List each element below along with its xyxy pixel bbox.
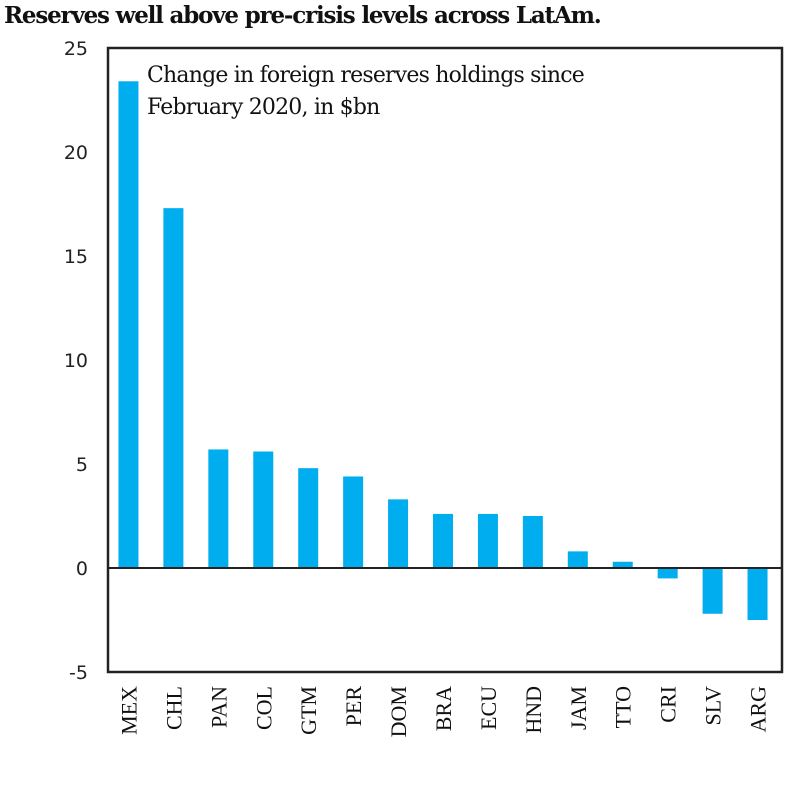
x-tick-label: PAN (206, 686, 231, 728)
x-tick-label: COL (251, 686, 276, 730)
bars (118, 81, 768, 620)
x-tick-label: HND (521, 686, 546, 734)
y-tick-label: 25 (64, 38, 88, 60)
annotation-line-1: Change in foreign reserves holdings sinc… (147, 63, 584, 88)
bar-bra (433, 513, 453, 568)
bar-tto (612, 561, 633, 568)
bar-cri (657, 568, 678, 579)
x-tick-label: CHL (161, 686, 186, 730)
y-axis-ticks: 25 20 15 10 5 0 -5 (64, 38, 88, 684)
bar-gtm (298, 468, 319, 568)
y-tick-label: 15 (64, 246, 88, 268)
x-tick-label: PER (341, 686, 366, 727)
x-tick-label: ARG (746, 686, 771, 733)
y-tick-label: 0 (76, 558, 88, 580)
bar-per (343, 476, 364, 568)
plot-frame (106, 46, 784, 674)
y-tick-label: 20 (64, 142, 88, 164)
bar-mex (118, 81, 139, 568)
x-tick-label: DOM (386, 686, 411, 737)
x-tick-label: SLV (701, 686, 726, 726)
bar-pan (208, 449, 229, 568)
bar-chl (163, 208, 184, 568)
bar-slv (702, 568, 723, 614)
bar-ecu (477, 513, 498, 568)
x-axis-labels: MEX CHL PAN COL GTM PER DOM BRA ECU HND JAM TTO CRI S… (116, 686, 770, 738)
bar-arg (747, 568, 768, 620)
bar-col (253, 451, 274, 568)
bar-jam (567, 551, 588, 568)
bar-dom (388, 499, 409, 568)
x-tick-label: ECU (476, 686, 501, 730)
x-tick-label: JAM (566, 686, 591, 730)
chart-title: Reserves well above pre-crisis levels ac… (4, 2, 602, 29)
y-tick-label: 10 (64, 350, 88, 372)
x-tick-label: CRI (656, 686, 681, 723)
y-tick-label: -5 (69, 662, 88, 684)
x-tick-label: MEX (116, 686, 141, 735)
x-tick-label: TTO (611, 686, 636, 728)
y-tick-label: 5 (76, 454, 88, 476)
x-tick-label: BRA (431, 686, 456, 731)
bar-hnd (522, 516, 543, 568)
annotation-line-2: February 2020, in $bn (147, 95, 380, 120)
x-tick-label: GTM (296, 686, 321, 735)
